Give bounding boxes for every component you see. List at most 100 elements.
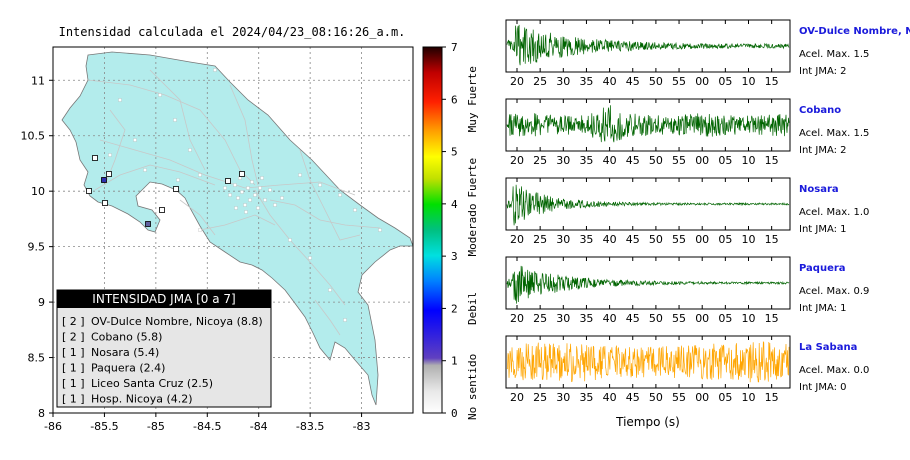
- station-marker: [92, 155, 98, 161]
- waveform-x-tick-label: 25: [533, 391, 547, 404]
- colorbar-tick-label: 0: [451, 407, 458, 420]
- colorbar-category-label: Moderado: [466, 204, 479, 257]
- waveform-x-tick-label: 00: [695, 312, 709, 325]
- waveform-x-tick-label: 30: [556, 154, 570, 167]
- legend-item-level: [ 2 ]: [62, 315, 85, 328]
- waveform-x-tick-label: 50: [649, 233, 663, 246]
- map-x-tick-label: -84.5: [193, 420, 221, 433]
- legend-item-name: Paquera (2.4): [91, 362, 165, 375]
- map-x-tick-label: -83: [353, 420, 371, 433]
- waveform-x-tick-label: 15: [765, 312, 779, 325]
- legend-item-name: Hosp. Nicoya (4.2): [91, 393, 193, 406]
- waveform-panel: 20 25 30 35 40 45 50 55 00 05 10 15 OV-Dulce Nombre,…: [505, 19, 910, 88]
- legend-item-level: [ 1 ]: [62, 346, 85, 359]
- map-y-tick-label: 10.5: [21, 130, 46, 143]
- station-accel-max: Acel. Max. 0.0: [799, 365, 869, 376]
- legend-title: INTENSIDAD JMA [0 a 7]: [92, 292, 235, 306]
- waveform-panels: 20 25 30 35 40 45 50 55 00 05 10 15 OV-Dulce Nombre,…: [505, 19, 910, 404]
- costa-rica-land: [61, 51, 413, 406]
- waveform-x-tick-label: 40: [603, 154, 617, 167]
- map-y-tick-label: 9.5: [28, 241, 46, 254]
- waveform-trace: [506, 24, 790, 66]
- map-title: Intensidad calculada el 2024/04/23_08:16…: [59, 25, 406, 39]
- colorbar-gradient: [422, 46, 443, 414]
- legend-item-name: Liceo Santa Cruz (2.5): [91, 377, 213, 390]
- map-x-tick-label: -86: [44, 420, 62, 433]
- waveform-xlabel: Tiempo (s): [615, 415, 680, 429]
- waveform-x-tick-label: 30: [556, 391, 570, 404]
- waveform-x-tick-label: 10: [742, 391, 756, 404]
- waveform-x-tick-label: 45: [626, 75, 640, 88]
- station-name: Nosara: [799, 184, 839, 195]
- waveform-x-tick-label: 15: [765, 75, 779, 88]
- waveform-trace: [506, 265, 790, 304]
- station-name: OV-Dulce Nombre, Nicoya: [799, 26, 910, 37]
- waveform-x-tick-label: 50: [649, 312, 663, 325]
- waveform-x-tick-label: 00: [695, 154, 709, 167]
- waveform-x-tick-label: 55: [672, 154, 686, 167]
- station-accel-max: Acel. Max. 1.5: [799, 49, 869, 60]
- map-y-tick-label: 8: [38, 407, 45, 420]
- waveform-x-tick-label: 25: [533, 75, 547, 88]
- station-marker: [102, 200, 108, 206]
- colorbar-category-label: Debil: [466, 292, 479, 325]
- waveform-x-tick-label: 55: [672, 233, 686, 246]
- waveform-x-tick-label: 45: [626, 233, 640, 246]
- waveform-x-tick-label: 45: [626, 312, 640, 325]
- waveform-x-tick-label: 10: [742, 312, 756, 325]
- station-name: La Sabana: [799, 342, 857, 353]
- legend-item-level: [ 1 ]: [62, 377, 85, 390]
- waveform-x-tick-label: 05: [718, 233, 732, 246]
- waveform-x-tick-label: 10: [742, 154, 756, 167]
- station-jma-intensity: Int JMA: 0: [799, 382, 847, 393]
- station-marker: [106, 171, 112, 177]
- waveform-x-tick-label: 50: [649, 75, 663, 88]
- waveform-x-tick-label: 40: [603, 391, 617, 404]
- station-marker: [225, 178, 231, 184]
- legend-item-name: Cobano (5.8): [91, 331, 162, 344]
- waveform-x-tick-label: 15: [765, 391, 779, 404]
- waveform-x-tick-label: 05: [718, 312, 732, 325]
- waveform-panel: 20 25 30 35 40 45 50 55 00 05 10 15 Paquera Acel. Max…: [505, 256, 869, 325]
- waveform-x-tick-label: 55: [672, 75, 686, 88]
- waveform-x-tick-label: 30: [556, 233, 570, 246]
- waveform-x-tick-label: 25: [533, 312, 547, 325]
- waveform-x-tick-label: 55: [672, 391, 686, 404]
- waveform-x-tick-label: 30: [556, 312, 570, 325]
- colorbar-tick-label: 6: [451, 93, 458, 106]
- station-accel-max: Acel. Max. 0.9: [799, 286, 869, 297]
- station-marker: [159, 207, 165, 213]
- waveform-trace: [506, 184, 790, 226]
- map-y-tick-label: 9: [38, 296, 45, 309]
- waveform-x-tick-label: 05: [718, 154, 732, 167]
- station-accel-max: Acel. Max. 1.5: [799, 128, 869, 139]
- waveform-x-tick-label: 20: [510, 233, 524, 246]
- station-marker: [86, 188, 92, 194]
- map-x-tick-label: -83.5: [296, 420, 324, 433]
- waveform-panel: 20 25 30 35 40 45 50 55 00 05 10 15 Cobano Acel. Max.…: [505, 98, 869, 167]
- colorbar-tick-label: 3: [451, 250, 458, 263]
- waveform-x-tick-label: 40: [603, 75, 617, 88]
- waveform-x-tick-label: 50: [649, 154, 663, 167]
- waveform-x-tick-label: 00: [695, 391, 709, 404]
- waveform-x-tick-label: 35: [579, 233, 593, 246]
- colorbar-category-label: Muy Fuerte: [466, 66, 479, 132]
- station-jma-intensity: Int JMA: 2: [799, 66, 847, 77]
- station-marker: [239, 171, 245, 177]
- colorbar-tick-label: 1: [451, 355, 458, 368]
- station-jma-intensity: Int JMA: 1: [799, 224, 847, 235]
- waveform-x-tick-label: 25: [533, 154, 547, 167]
- waveform-x-tick-label: 40: [603, 233, 617, 246]
- map-y-tick-label: 8.5: [28, 352, 46, 365]
- waveform-x-tick-label: 25: [533, 233, 547, 246]
- colorbar-tick-label: 5: [451, 146, 458, 159]
- waveform-trace: [506, 105, 790, 143]
- waveform-x-tick-label: 05: [718, 75, 732, 88]
- waveform-x-tick-label: 30: [556, 75, 570, 88]
- waveform-panel: 20 25 30 35 40 45 50 55 00 05 10 15 La Sabana Acel. M…: [505, 335, 869, 404]
- legend-item-level: [ 1 ]: [62, 362, 85, 375]
- station-marker: [145, 221, 151, 227]
- colorbar-tick-label: 2: [451, 302, 458, 315]
- waveform-x-tick-label: 35: [579, 154, 593, 167]
